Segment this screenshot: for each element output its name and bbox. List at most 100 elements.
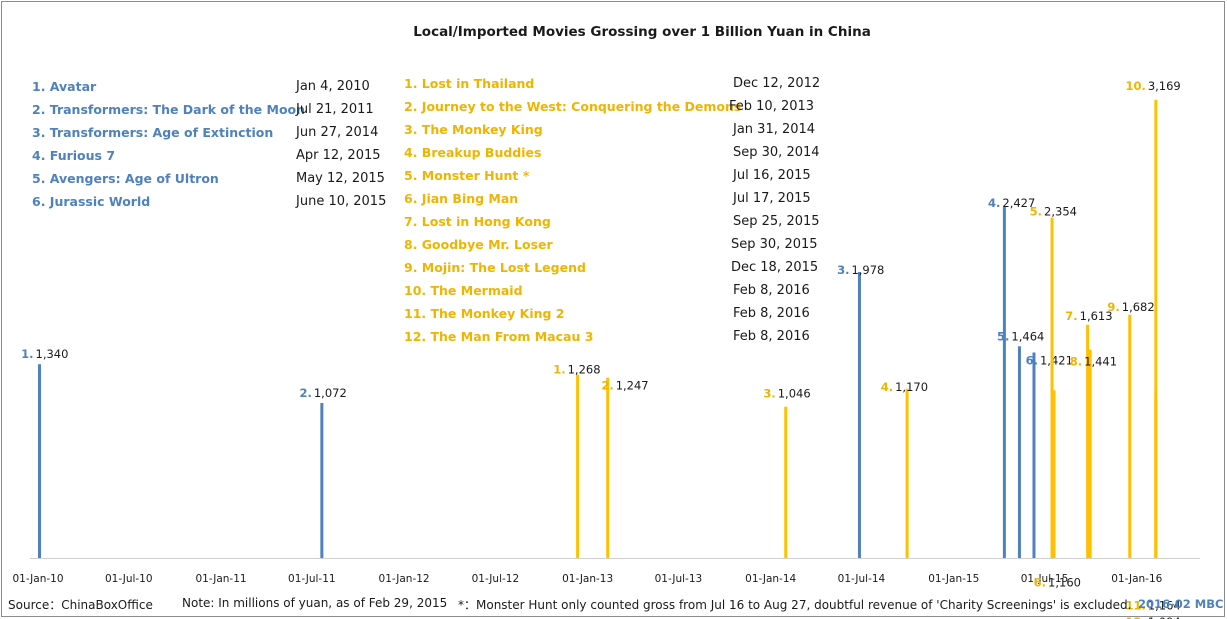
legend-local-date: Feb 8, 2016 — [733, 306, 810, 321]
bar-number-label: 3. — [763, 387, 775, 401]
x-tick-label: 01-Jan-13 — [562, 573, 613, 585]
legend-local-label: 8. Goodbye Mr. Loser — [404, 237, 553, 252]
bar-value-label: 2,354 — [1044, 205, 1077, 219]
legend-local-label: 7. Lost in Hong Kong — [404, 214, 551, 229]
legend-imported-label: 1. Avatar — [32, 79, 97, 94]
x-tick-label: 01-Jan-11 — [196, 573, 247, 585]
bar-value-label: 1,046 — [778, 387, 811, 401]
x-tick-label: 01-Jan-10 — [12, 573, 63, 585]
legend-imported-date: Jul 21, 2011 — [296, 102, 374, 117]
bar-imported — [38, 364, 42, 558]
bar-number-label: 7. — [1065, 309, 1077, 323]
x-tick-label: 01-Jan-12 — [379, 573, 430, 585]
footer: Source：ChinaBoxOffice Note: In millions … — [0, 596, 1227, 614]
bar-number-label: 6. — [1026, 354, 1038, 368]
legend-local-date: Sep 30, 2015 — [731, 237, 818, 252]
bar-local — [1154, 399, 1158, 558]
bar-local — [1052, 390, 1056, 558]
legend-local-date: Jan 31, 2014 — [733, 122, 816, 137]
bar-number-label: 3. — [837, 263, 849, 277]
bar-number-label: 5. — [1030, 205, 1042, 219]
bar-local — [1154, 99, 1158, 558]
bar-value-label: 1,441 — [1084, 355, 1117, 369]
bar-number-label: 2. — [299, 386, 311, 400]
bar-value-label: 1,421 — [1040, 354, 1073, 368]
bar-local — [1088, 349, 1092, 558]
bar-number-label: 11. — [1125, 599, 1145, 613]
bar-number-label: 1. — [553, 363, 565, 377]
bar-value-label: 1,268 — [568, 363, 601, 377]
bar-value-label: 1,978 — [851, 263, 884, 277]
x-tick-label: 01-Jan-14 — [745, 573, 796, 585]
bar-value-label: 1,682 — [1122, 300, 1155, 314]
x-tick-label: 01-Jul-11 — [288, 573, 336, 585]
x-tick-label: 01-Jul-15 — [1021, 573, 1069, 585]
legend-local-label: 4. Breakup Buddies — [404, 145, 542, 160]
bar-local — [576, 374, 580, 558]
bar-local — [1086, 324, 1090, 558]
legend-local-label: 2. Journey to the West: Conquering the D… — [404, 99, 742, 114]
bar-imported — [320, 402, 324, 558]
x-tick-label: 01-Jan-15 — [928, 573, 979, 585]
x-tick-label: 01-Jul-14 — [838, 573, 886, 585]
x-tick-label: 01-Jan-16 — [1111, 573, 1162, 585]
legend-imported-date: May 12, 2015 — [296, 171, 385, 186]
legend-local-date: Feb 8, 2016 — [733, 283, 810, 298]
chart-title: Local/Imported Movies Grossing over 1 Bi… — [413, 24, 871, 40]
legend-local-date: Feb 8, 2016 — [733, 329, 810, 344]
bar-value-label: 1,170 — [895, 380, 928, 394]
bar-number-label: 1. — [21, 347, 33, 361]
bar-value-label: 2,427 — [1002, 196, 1035, 210]
legend-local-label: 3. The Monkey King — [404, 122, 543, 137]
brand-label: 2016-02 MBC — [1138, 597, 1224, 611]
bar-imported — [1017, 346, 1021, 558]
legend-local-date: Dec 12, 2012 — [733, 76, 821, 91]
legend-imported-label: 2. Transformers: The Dark of the Moon — [32, 102, 306, 117]
bar-number-label: 4. — [988, 196, 1000, 210]
bar-imported — [857, 271, 861, 558]
legend-imported-label: 5. Avengers: Age of Ultron — [32, 171, 219, 186]
legend-imported-label: 6. Jurassic World — [32, 194, 151, 209]
bar-local — [1128, 314, 1132, 558]
legend-imported-label: 4. Furious 7 — [32, 148, 116, 163]
unit-note: Note: In millions of yuan, as of Feb 29,… — [182, 596, 448, 610]
source-note: Source：ChinaBoxOffice — [8, 598, 153, 612]
legend-local-date: Jul 16, 2015 — [733, 168, 811, 183]
footnote: *：Monster Hunt only counted gross from J… — [458, 598, 1132, 612]
legend-imported-label: 3. Transformers: Age of Extinction — [32, 125, 274, 140]
legend-local-label: 12. The Man From Macau 3 — [404, 329, 594, 344]
legend-local-date: Sep 25, 2015 — [733, 214, 820, 229]
legend-local-label: 6. Jian Bing Man — [404, 191, 519, 206]
x-tick-label: 01-Jul-12 — [472, 573, 520, 585]
legend-local-date: Sep 30, 2014 — [733, 145, 820, 160]
legend-local-date: Jul 17, 2015 — [733, 191, 811, 206]
bar-value-label: 1,464 — [1011, 329, 1044, 343]
legend-local-label: 11. The Monkey King 2 — [404, 306, 565, 321]
legend-local-label: 10. The Mermaid — [404, 283, 523, 298]
bar-imported — [1002, 207, 1006, 559]
legend-imported-date: Jun 27, 2014 — [296, 125, 379, 140]
bar-value-label: 1,340 — [36, 347, 69, 361]
bar-imported — [1032, 352, 1036, 558]
bar-local — [905, 388, 909, 558]
bar-value-label: 1,613 — [1080, 309, 1113, 323]
bar-value-label: 1,094 — [1148, 615, 1181, 619]
legend-local-label: 5. Monster Hunt * — [404, 168, 530, 183]
legend-local-label: 1. Lost in Thailand — [404, 76, 535, 91]
legend-imported-date: June 10, 2015 — [296, 194, 387, 209]
bar-number-label: 2. — [601, 379, 613, 393]
legend-local-label: 9. Mojin: The Lost Legend — [404, 260, 586, 275]
bar-value-label: 1,072 — [314, 386, 347, 400]
bar-value-label: 1,160 — [1048, 575, 1081, 589]
bar-number-label: 8. — [1070, 355, 1082, 369]
bar-number-label: 4. — [881, 380, 893, 394]
legend-imported-date: Apr 12, 2015 — [296, 148, 381, 163]
bar-number-label: 5. — [997, 329, 1009, 343]
x-tick-label: 01-Jul-10 — [105, 573, 153, 585]
legend-local-date: Dec 18, 2015 — [731, 260, 819, 275]
bar-number-label: 9. — [1107, 300, 1119, 314]
x-tick-label: 01-Jul-13 — [655, 573, 703, 585]
bar-local — [606, 377, 610, 558]
